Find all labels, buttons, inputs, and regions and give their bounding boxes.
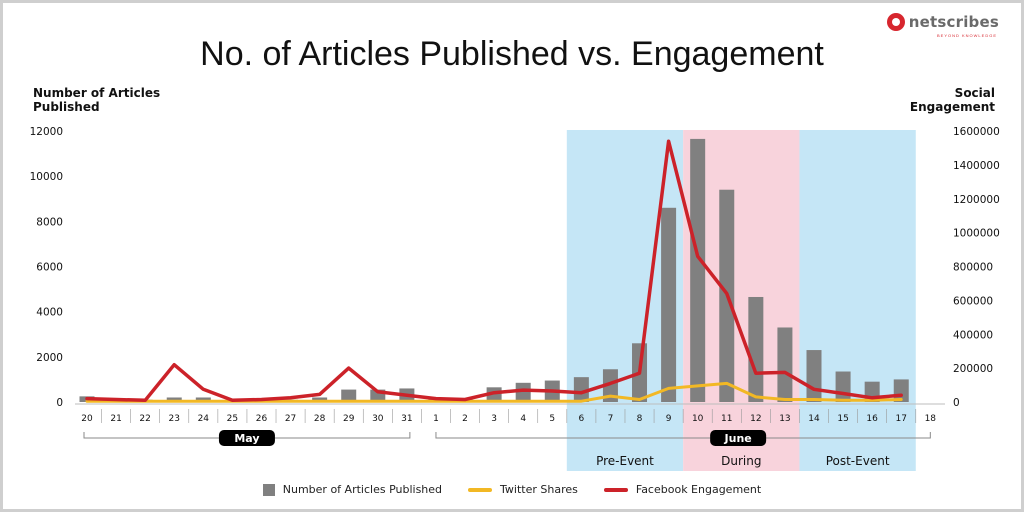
x-tick-20: 9 (666, 414, 672, 424)
bar-9 (661, 207, 677, 402)
x-tick-1: 21 (110, 414, 121, 424)
x-tick-19: 8 (637, 414, 643, 424)
y-axis-right-title: Social Engagement (909, 86, 995, 114)
x-tick-28: 17 (896, 414, 907, 424)
legend-item-2: Facebook Engagement (603, 483, 762, 496)
x-axis: 20 21 22 23 24 25 26 27 28 29 30 31 1 2 3 4 5 6 7 8 9 10 11 12 1… (75, 403, 945, 424)
bar-4 (515, 382, 531, 402)
y-left-tick-0: 0 (56, 397, 63, 409)
legend-label-0: Number of Articles Published (282, 483, 443, 496)
y-right-tick-7: 1400000 (953, 160, 1000, 172)
x-tick-12: 1 (433, 414, 439, 424)
x-tick-17: 6 (578, 414, 584, 424)
brand-tagline: BEYOND KNOWLEDGE (936, 33, 997, 38)
brand-name: netscribes (908, 13, 999, 31)
chart-title: No. of Articles Published vs. Engagement (200, 35, 824, 73)
bar-29 (341, 389, 357, 402)
x-tick-18: 7 (608, 414, 614, 424)
month-brackets: May June (83, 430, 931, 446)
x-tick-11: 31 (401, 414, 412, 424)
x-tick-5: 25 (227, 414, 238, 424)
month-bracket-1 (435, 432, 931, 439)
engagement-lines (85, 139, 903, 403)
chart-legend: Number of Articles Published Twitter Shar… (3, 483, 1021, 496)
legend-item-1: Twitter Shares (468, 483, 578, 496)
axis-ticks: 0 2000 4000 6000 8000 10000 12000 0 200000 400000… (30, 126, 1000, 409)
netscribes-logo-icon (886, 13, 905, 31)
legend-swatch-2 (603, 487, 628, 492)
x-tick-29: 18 (925, 414, 937, 424)
x-tick-14: 3 (491, 414, 497, 424)
x-tick-21: 10 (692, 414, 704, 424)
month-label-1: June (724, 432, 752, 445)
phase-label-1: During (721, 454, 761, 468)
x-tick-22: 11 (721, 414, 732, 424)
y-left-tick-4: 8000 (36, 216, 63, 228)
y-right-tick-5: 1000000 (953, 228, 1000, 240)
x-tick-7: 27 (285, 414, 296, 424)
y-right-tick-0: 0 (953, 397, 960, 409)
y-left-tick-1: 2000 (36, 352, 63, 364)
x-tick-9: 29 (343, 414, 355, 424)
y-right-tick-4: 800000 (953, 262, 993, 274)
x-tick-15: 4 (520, 414, 526, 424)
x-tick-25: 14 (808, 414, 820, 424)
bar-13 (777, 327, 793, 402)
month-badge-0 (218, 430, 275, 446)
x-tick-23: 12 (750, 414, 761, 424)
y-axis-left-title: Number of Articles Published (33, 86, 161, 114)
x-tick-26: 15 (837, 414, 848, 424)
y-right-tick-1: 200000 (953, 363, 993, 375)
x-tick-10: 30 (372, 414, 384, 424)
x-tick-3: 23 (169, 414, 180, 424)
x-tick-0: 20 (81, 414, 93, 424)
x-tick-16: 5 (549, 414, 555, 424)
x-tick-6: 26 (256, 414, 268, 424)
y-right-tick-6: 1200000 (953, 194, 1000, 206)
y-right-tick-8: 1600000 (953, 126, 1000, 138)
bar-10 (690, 138, 706, 402)
bar-15 (835, 371, 851, 402)
legend-label-2: Facebook Engagement (635, 483, 762, 496)
phase-label-2: Post-Event (826, 454, 890, 468)
month-badge-1 (710, 430, 767, 446)
y-right-tick-3: 600000 (953, 295, 993, 307)
legend-swatch-1 (468, 487, 493, 492)
phase-label-0: Pre-Event (596, 454, 654, 468)
x-tick-27: 16 (866, 414, 878, 424)
y-left-tick-2: 4000 (36, 307, 63, 319)
y-left-tick-5: 10000 (30, 171, 63, 183)
chart-plot: Pre-Event During Post-Event 0 2000 4000 6000 8… (30, 126, 1000, 471)
x-tick-4: 24 (198, 414, 210, 424)
bar-7 (602, 369, 618, 402)
bar-6 (573, 377, 589, 402)
brand-logo: netscribes (886, 13, 999, 31)
legend-item-0: Number of Articles Published (262, 483, 443, 496)
x-tick-8: 28 (314, 414, 326, 424)
bar-14 (806, 350, 822, 402)
legend-swatch-0 (262, 483, 275, 496)
x-tick-13: 2 (462, 414, 468, 424)
bar-12 (748, 296, 764, 402)
y-left-tick-6: 12000 (30, 126, 63, 138)
legend-label-1: Twitter Shares (500, 483, 578, 496)
line-facebook-engagement (85, 139, 903, 403)
month-label-0: May (234, 432, 259, 445)
x-tick-2: 22 (139, 414, 150, 424)
x-tick-24: 13 (779, 414, 790, 424)
y-left-tick-3: 6000 (36, 262, 63, 274)
y-right-tick-2: 400000 (953, 329, 993, 341)
line-twitter-shares (85, 381, 903, 403)
